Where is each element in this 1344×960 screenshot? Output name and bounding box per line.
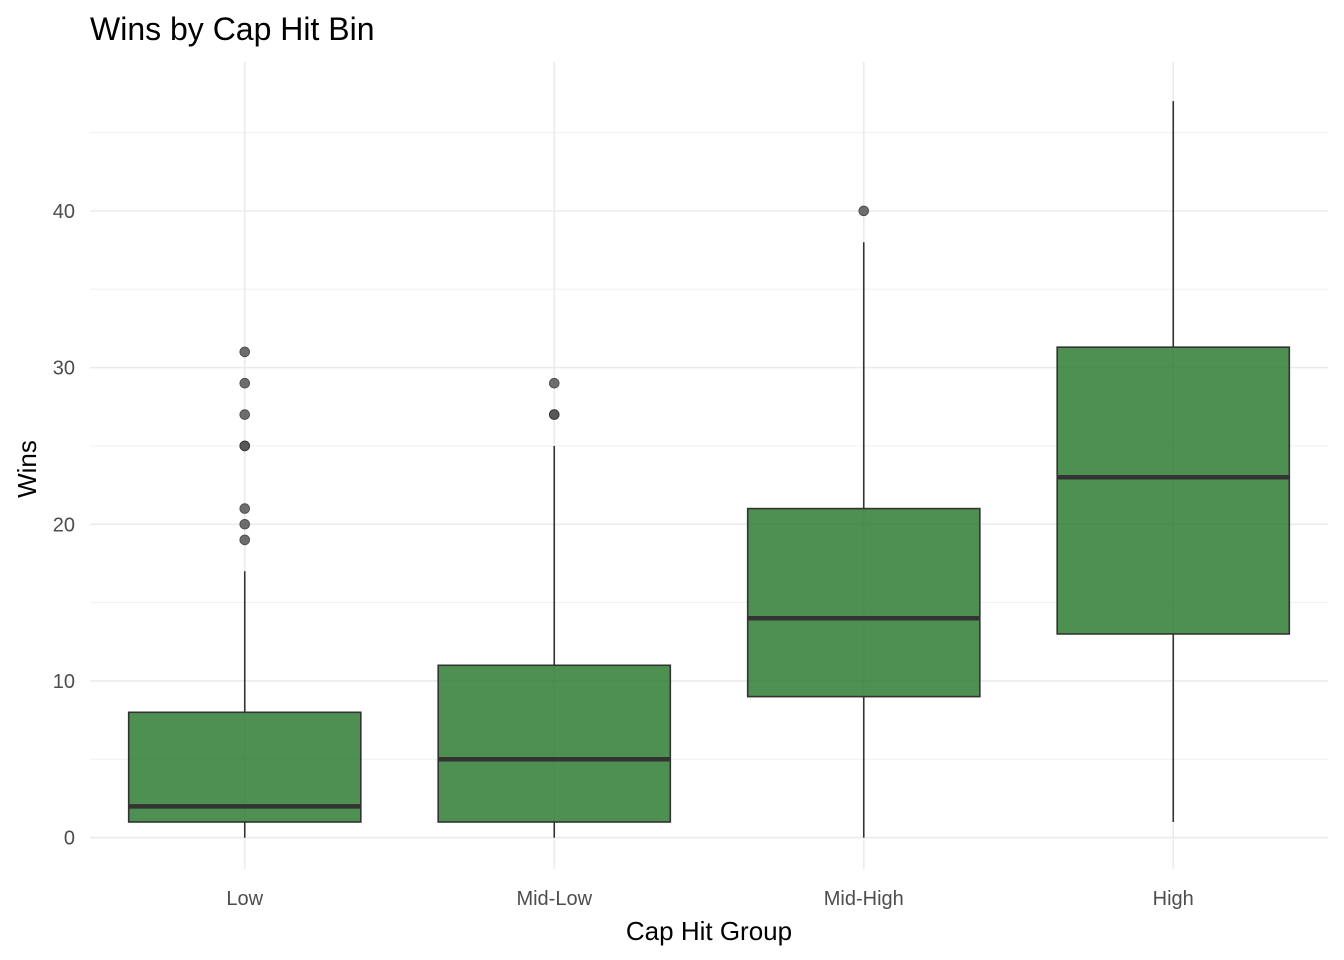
chart-title: Wins by Cap Hit Bin [90, 11, 375, 47]
y-tick-label: 10 [53, 671, 75, 693]
x-axis-ticks: Low Mid-Low Mid-High High [226, 888, 1193, 910]
box-iqr [1056, 346, 1291, 635]
y-tick-label: 40 [53, 201, 75, 223]
outlier-point [239, 346, 251, 358]
outlier-point [548, 409, 560, 420]
x-axis-title: Cap Hit Group [626, 916, 792, 946]
outlier-point [858, 205, 870, 217]
outlier-point [239, 503, 251, 514]
box-low [127, 346, 362, 838]
box-iqr [437, 664, 672, 823]
outlier-point [548, 377, 560, 389]
box-high [1056, 101, 1291, 822]
outlier-point [239, 409, 251, 420]
plot-area [127, 101, 1291, 838]
y-tick-label: 20 [53, 514, 75, 536]
y-axis-title: Wins [12, 440, 42, 498]
box-mid-low [437, 377, 672, 838]
outlier-point [239, 534, 251, 546]
outlier-point [239, 440, 251, 452]
y-tick-label: 30 [53, 358, 75, 380]
y-tick-label: 0 [64, 828, 75, 850]
x-tick-label: High [1153, 888, 1194, 910]
outlier-point [239, 518, 251, 530]
box-mid-high [746, 205, 981, 838]
y-axis-ticks: 0 10 20 30 40 [53, 201, 75, 850]
outlier-point [239, 377, 251, 389]
x-tick-label: Mid-Low [516, 888, 592, 910]
x-tick-label: Low [226, 888, 263, 910]
box-iqr [746, 507, 981, 698]
box-iqr [127, 711, 362, 823]
x-tick-label: Mid-High [824, 888, 904, 910]
